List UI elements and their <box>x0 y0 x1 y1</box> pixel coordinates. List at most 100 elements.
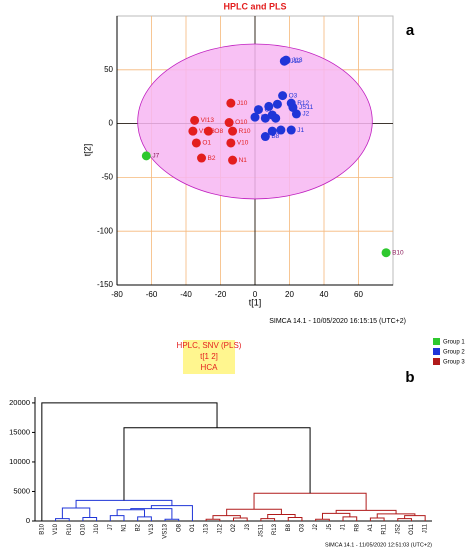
y-tick-label: 10000 <box>9 457 30 466</box>
x-tick-label: -20 <box>215 290 227 299</box>
point-label: VI13 <box>201 117 215 124</box>
dendrogram-link <box>321 512 351 520</box>
leaf-label: O10 <box>80 523 86 535</box>
dendrogram-link <box>137 516 152 521</box>
leaf-label: JS11 <box>258 523 264 537</box>
point-label: J13 <box>292 57 303 64</box>
point-label: O1 <box>202 140 211 147</box>
dendrogram-link <box>150 505 193 521</box>
point-label: J7 <box>152 153 159 160</box>
point <box>264 101 274 111</box>
dendrogram-link <box>212 515 241 520</box>
point-label: R12 <box>297 100 309 107</box>
point-label: R10 <box>239 128 251 135</box>
dendrogram-link <box>404 515 426 521</box>
dendrogram-link <box>233 517 248 521</box>
point-label: J12 <box>290 58 301 65</box>
point <box>260 113 270 123</box>
leaf-label: R13 <box>272 523 278 535</box>
point-label: O8 <box>214 128 223 135</box>
leaf-label: V13 <box>149 523 155 534</box>
legend-swatch <box>433 358 440 365</box>
point-label: J1 <box>297 127 304 134</box>
x-tick-label: 60 <box>354 290 363 299</box>
leaf-label: J12 <box>217 523 223 533</box>
point <box>226 98 236 108</box>
y-tick-label: -150 <box>97 280 114 289</box>
x-axis-label: t[1] <box>249 297 262 307</box>
footer: SIMCA 14.1 - 11/05/2020 12:51:03 (UTC+2) <box>325 542 432 548</box>
chart-title: HPLC, SNV (PLS) <box>177 341 242 350</box>
point-label: J2 <box>302 111 309 118</box>
point <box>141 151 151 161</box>
dendrogram-link <box>61 507 91 519</box>
point-label: JS11 <box>299 104 314 111</box>
x-tick-label: -40 <box>180 290 192 299</box>
y-tick-label: 0 <box>109 119 114 128</box>
y-tick-label: 5000 <box>13 486 30 495</box>
panel-label: b <box>405 369 414 386</box>
footer: SIMCA 14.1 - 10/05/2020 16:15:15 (UTC+2) <box>269 318 406 325</box>
x-tick-label: 0 <box>253 290 258 299</box>
leaf-label: N1 <box>122 523 128 531</box>
x-tick-label: -80 <box>111 290 123 299</box>
leaf-label: B8 <box>286 523 292 531</box>
chart-title: t[1 2] <box>200 352 218 361</box>
legend-swatch <box>433 348 440 355</box>
title-box <box>183 340 235 374</box>
point-label: B2 <box>208 155 216 162</box>
point <box>278 91 288 101</box>
leaf-label: O3 <box>300 523 306 532</box>
y-tick-label: 15000 <box>9 427 30 436</box>
point <box>286 125 296 135</box>
dendrogram-link <box>287 516 303 521</box>
dendrogram-link <box>369 517 385 521</box>
leaf-label: O8 <box>176 523 182 532</box>
x-tick-label: -60 <box>146 290 158 299</box>
point <box>291 109 301 119</box>
dendrogram-link <box>41 402 218 521</box>
leaf-label: R8 <box>354 523 360 531</box>
y-tick-label: 20000 <box>9 398 30 407</box>
point <box>191 138 201 148</box>
leaf-label: J3 <box>245 523 251 530</box>
point-label: B10 <box>392 249 404 256</box>
point <box>188 126 198 136</box>
x-tick-label: 40 <box>320 290 329 299</box>
dendrogram-link <box>109 515 125 521</box>
point <box>381 248 391 258</box>
point <box>197 153 207 163</box>
y-tick-label: -50 <box>101 173 113 182</box>
leaf-label: O2 <box>231 523 237 532</box>
point <box>253 105 263 115</box>
dendrogram-link <box>82 516 98 521</box>
point <box>190 115 200 125</box>
leaf-label: O11 <box>409 523 415 535</box>
point-label: O3 <box>289 92 298 99</box>
dendrogram-link <box>342 516 358 521</box>
point <box>260 132 270 142</box>
point <box>276 125 286 135</box>
point-label: N1 <box>239 157 248 164</box>
leaf-label: J10 <box>94 523 100 533</box>
y-axis-label: t[2] <box>82 144 92 157</box>
dendrogram-link <box>164 518 180 521</box>
leaf-label: R10 <box>67 523 73 535</box>
dendrogram-link <box>253 492 367 511</box>
dendrogram-link <box>267 514 296 519</box>
dendrogram-link <box>123 427 311 501</box>
x-tick-label: 20 <box>285 290 294 299</box>
point <box>203 126 213 136</box>
legend-swatch <box>433 338 440 345</box>
point <box>272 99 282 109</box>
dendrogram-link <box>315 518 330 521</box>
leaf-label: J11 <box>423 523 429 533</box>
point <box>228 126 238 136</box>
point <box>226 138 236 148</box>
point <box>228 155 238 165</box>
y-tick-label: -100 <box>97 226 114 235</box>
point <box>224 118 234 128</box>
point-label: O10 <box>235 119 248 126</box>
